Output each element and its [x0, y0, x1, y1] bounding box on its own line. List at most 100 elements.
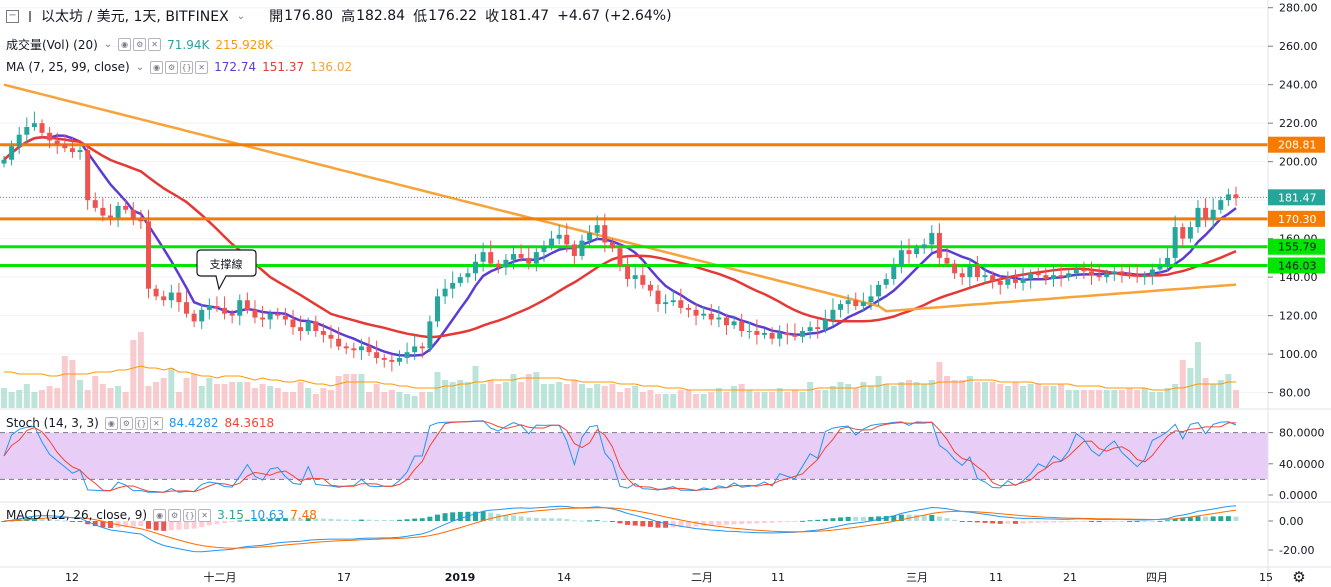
volume-bar: [693, 394, 700, 408]
volume-bar: [1080, 390, 1087, 408]
volume-bar: [160, 378, 167, 408]
volume-bar: [951, 380, 958, 408]
macd-histogram-bar: [845, 516, 851, 521]
macd-histogram-bar: [853, 516, 859, 521]
macd-histogram-bar: [199, 521, 205, 528]
candle-body: [92, 200, 98, 208]
volume-bar: [16, 390, 23, 408]
eye-icon[interactable]: ◉: [104, 416, 118, 430]
candle-body: [800, 331, 806, 337]
flag-icon[interactable]: [29, 10, 31, 22]
volume-bar: [107, 388, 114, 408]
macd-histogram-bar: [396, 519, 402, 521]
volume-bar: [1172, 384, 1179, 408]
macd-signal-line: [3, 507, 1237, 549]
macd-histogram-bar: [184, 521, 190, 530]
candle-body: [244, 300, 250, 310]
chevron-down-icon[interactable]: ⌄: [236, 10, 246, 22]
open-label: 開: [269, 9, 284, 25]
stoch-tick-label: 80.0000: [1279, 427, 1325, 440]
volume-bar: [685, 390, 692, 408]
volume-bar: [472, 366, 479, 408]
axis-tick-label: 280.00: [1279, 2, 1318, 15]
time-axis-label: 11: [989, 571, 1003, 584]
volume-bar: [1179, 360, 1186, 408]
volume-bar: [989, 382, 996, 408]
candle-body: [845, 300, 851, 305]
candle-body: [199, 309, 205, 322]
candle-body: [1081, 269, 1087, 272]
low-label: 低: [413, 9, 428, 25]
macd-histogram-bar: [777, 521, 783, 523]
symbol-title[interactable]: 以太坊 / 美元, 1天, BITFINEX: [41, 9, 229, 25]
candle-body: [153, 288, 159, 297]
volume-bar: [746, 390, 753, 408]
candle-body: [298, 327, 304, 332]
eye-icon[interactable]: ◉: [118, 38, 132, 51]
volume-bar: [936, 362, 943, 408]
volume-bar: [1111, 390, 1118, 408]
macd-histogram-bar: [944, 518, 950, 521]
volume-bar: [1202, 378, 1209, 408]
gear-icon[interactable]: ⚙: [168, 508, 182, 522]
macd-histogram-bar: [457, 511, 463, 521]
close-icon[interactable]: ✕: [148, 38, 162, 51]
volume-bar: [502, 382, 509, 408]
indicator-controls: ◉ ⚙{} ✕: [104, 416, 163, 430]
macd-histogram-bar: [1096, 521, 1102, 522]
time-axis[interactable]: 12 十二月 17 2019 14 二月 11 三月 11 21 四月 15 ⚙: [0, 566, 1331, 586]
macd-signal-value: 7.48: [290, 508, 317, 522]
macd-histogram-bar: [389, 520, 395, 522]
code-icon[interactable]: {}: [134, 416, 148, 430]
gear-icon[interactable]: ⚙: [165, 60, 179, 74]
eye-icon[interactable]: ◉: [150, 60, 164, 74]
ma-label[interactable]: MA (7, 25, 99, close): [6, 60, 130, 74]
volume-bar: [381, 392, 388, 408]
stoch-label[interactable]: Stoch (14, 3, 3): [6, 416, 99, 430]
candle-body: [419, 346, 425, 349]
eye-icon[interactable]: ◉: [153, 508, 167, 522]
macd-histogram-bar: [784, 521, 790, 522]
support-line-callout[interactable]: 支撑線: [196, 249, 257, 291]
gear-icon[interactable]: ⚙: [133, 38, 147, 51]
macd-histogram-bar: [518, 516, 524, 521]
volume-bar: [1156, 392, 1163, 408]
candle-body: [997, 280, 1003, 285]
code-icon[interactable]: {}: [183, 508, 197, 522]
chevron-down-icon[interactable]: ⌄: [135, 61, 145, 73]
volume-label[interactable]: 成交量(Vol) (20): [6, 38, 98, 52]
macd-histogram-bar: [138, 521, 144, 527]
macd-histogram-bar: [290, 518, 296, 521]
close-icon[interactable]: ✕: [149, 416, 163, 430]
volume-bar: [487, 380, 494, 408]
macd-histogram-bar: [868, 516, 874, 521]
close-icon[interactable]: ✕: [195, 60, 209, 74]
price-axis[interactable]: 280.00260.00240.00220.00200.00180.00160.…: [1267, 0, 1325, 587]
volume-bar: [845, 384, 852, 408]
settings-gear-icon[interactable]: ⚙: [1292, 568, 1305, 586]
candle-body: [1058, 275, 1064, 278]
candle-body: [777, 332, 783, 339]
collapse-icon[interactable]: −: [6, 9, 19, 23]
axis-tick-label: 200.00: [1279, 156, 1318, 169]
code-icon[interactable]: {}: [180, 60, 194, 74]
close-icon[interactable]: ✕: [198, 508, 212, 522]
candle-body: [1172, 227, 1178, 258]
candle-body: [412, 346, 418, 353]
macd-histogram-bar: [708, 521, 714, 526]
candle-body: [1073, 269, 1079, 274]
macd-label[interactable]: MACD (12, 26, close, 9): [6, 508, 148, 522]
macd-histogram-bar: [450, 512, 456, 521]
macd-histogram-bar: [1187, 517, 1193, 521]
gear-icon[interactable]: ⚙: [119, 416, 133, 430]
volume-bar: [1035, 384, 1042, 408]
chevron-down-icon[interactable]: ⌄: [103, 39, 113, 50]
volume-bar: [829, 386, 836, 408]
candle-body: [663, 302, 669, 305]
candle-body: [161, 296, 167, 301]
candle-body: [503, 259, 509, 268]
volume-bar: [442, 380, 449, 408]
macd-histogram-bar: [100, 521, 106, 528]
